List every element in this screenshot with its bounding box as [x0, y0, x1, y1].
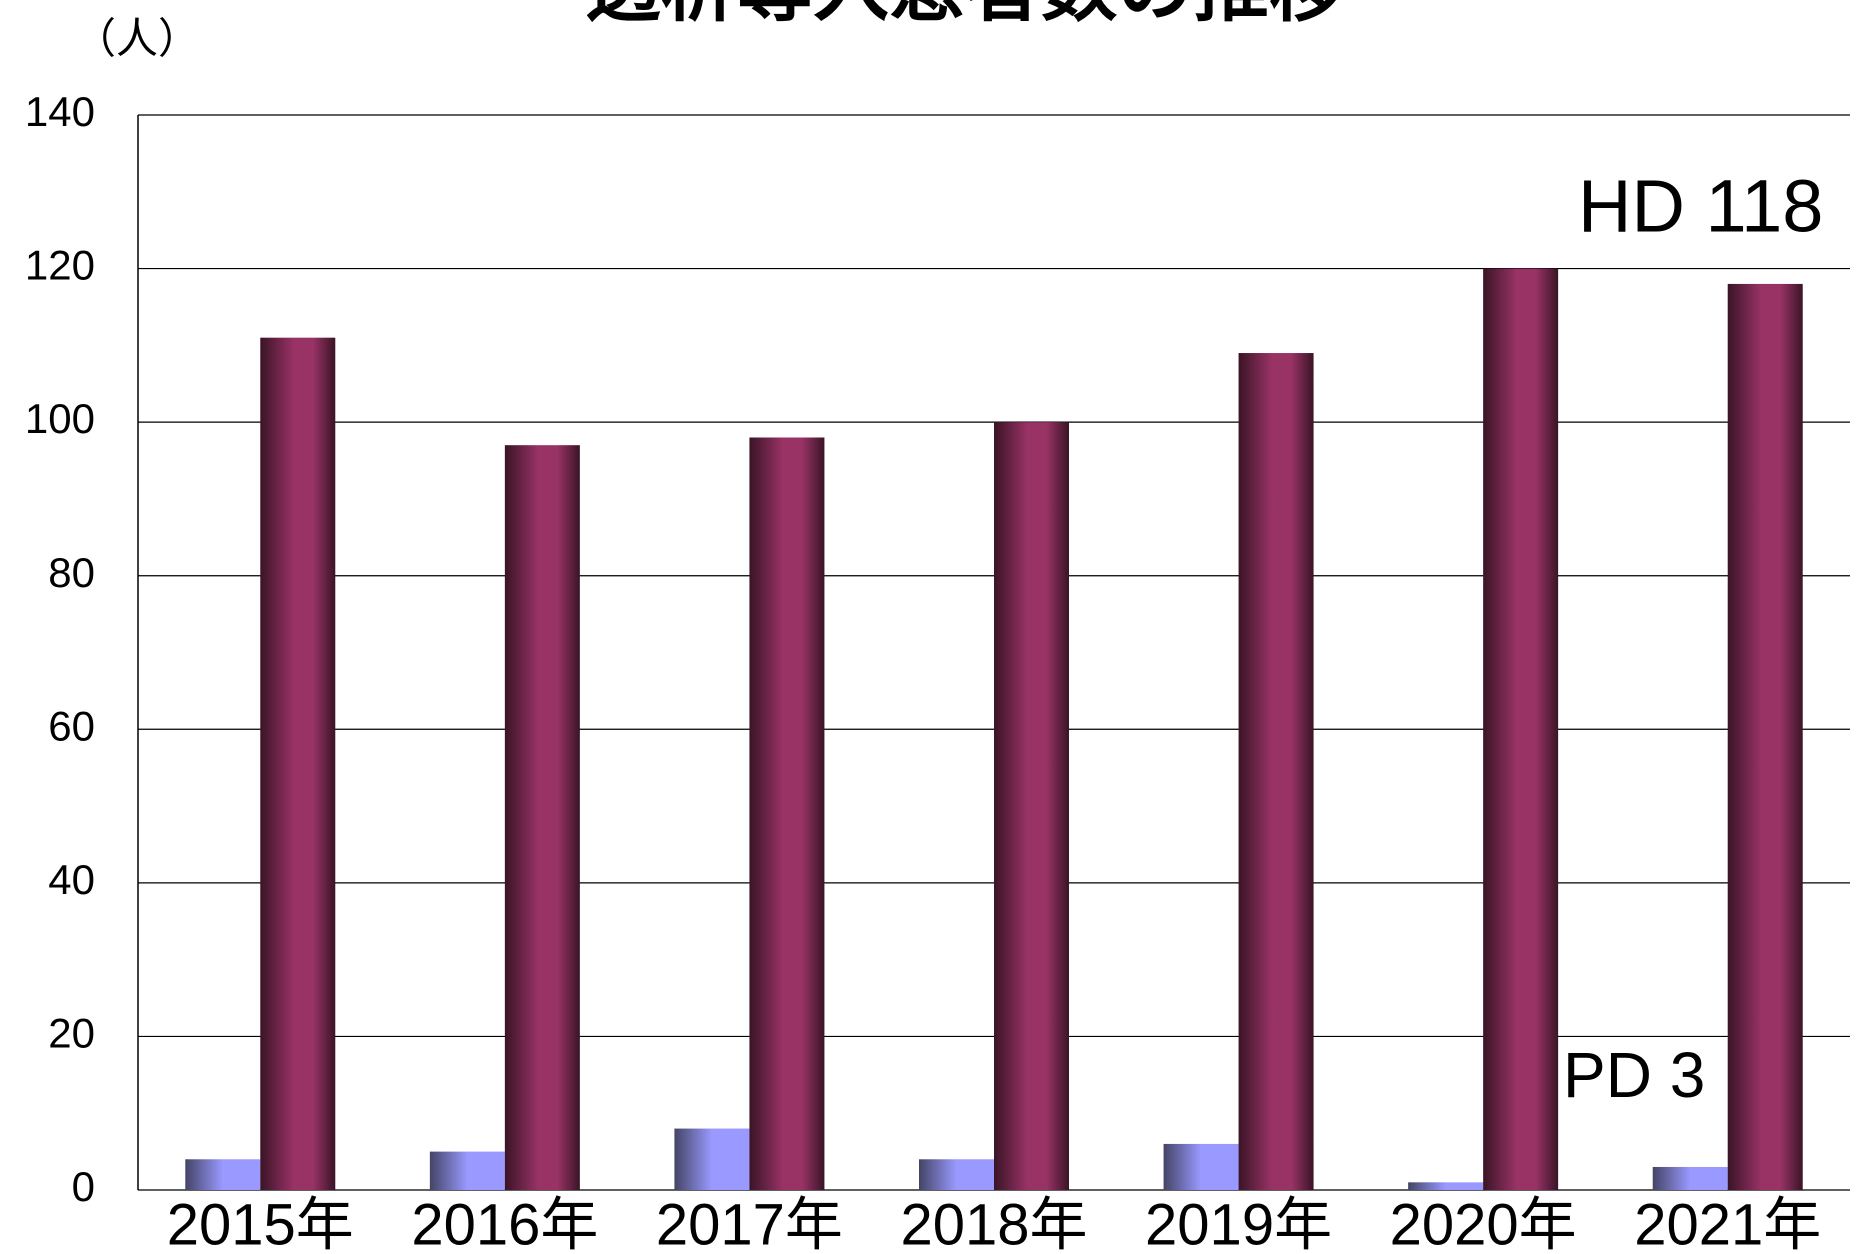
y-tick-label: 0: [72, 1163, 95, 1210]
bar: [504, 445, 580, 1190]
y-tick-label: 120: [25, 242, 95, 289]
y-tick-label: 60: [48, 702, 95, 749]
y-tick-label: 40: [48, 856, 95, 903]
x-tick-label: 2015年: [167, 1192, 354, 1254]
bar: [919, 1159, 994, 1190]
x-tick-label: 2018年: [900, 1192, 1087, 1254]
bar: [674, 1128, 750, 1190]
y-tick-label: 140: [25, 88, 95, 135]
bar: [185, 1159, 261, 1190]
bar: [1727, 283, 1803, 1190]
y-tick-label: 100: [25, 395, 95, 442]
bar: [1483, 268, 1559, 1191]
bar: [1408, 1182, 1484, 1190]
bar: [1238, 353, 1314, 1190]
y-tick-label: 20: [48, 1010, 95, 1057]
annotation: HD 118: [1578, 165, 1823, 248]
chart-title: 透析導入患者数の推移: [585, 0, 1345, 31]
bar: [1652, 1166, 1728, 1190]
x-tick-label: 2020年: [1390, 1192, 1577, 1254]
y-axis-label: （人）: [74, 15, 200, 62]
annotation: PD 3: [1563, 1039, 1705, 1111]
x-tick-label: 2016年: [411, 1192, 598, 1254]
x-tick-label: 2019年: [1145, 1192, 1332, 1254]
x-tick-label: 2021年: [1634, 1192, 1821, 1254]
bar: [429, 1151, 505, 1190]
bar: [1163, 1143, 1239, 1190]
bar: [260, 337, 336, 1190]
y-tick-label: 80: [48, 549, 95, 596]
x-tick-label: 2017年: [656, 1192, 843, 1254]
bar: [994, 422, 1069, 1191]
bar: [749, 437, 825, 1190]
